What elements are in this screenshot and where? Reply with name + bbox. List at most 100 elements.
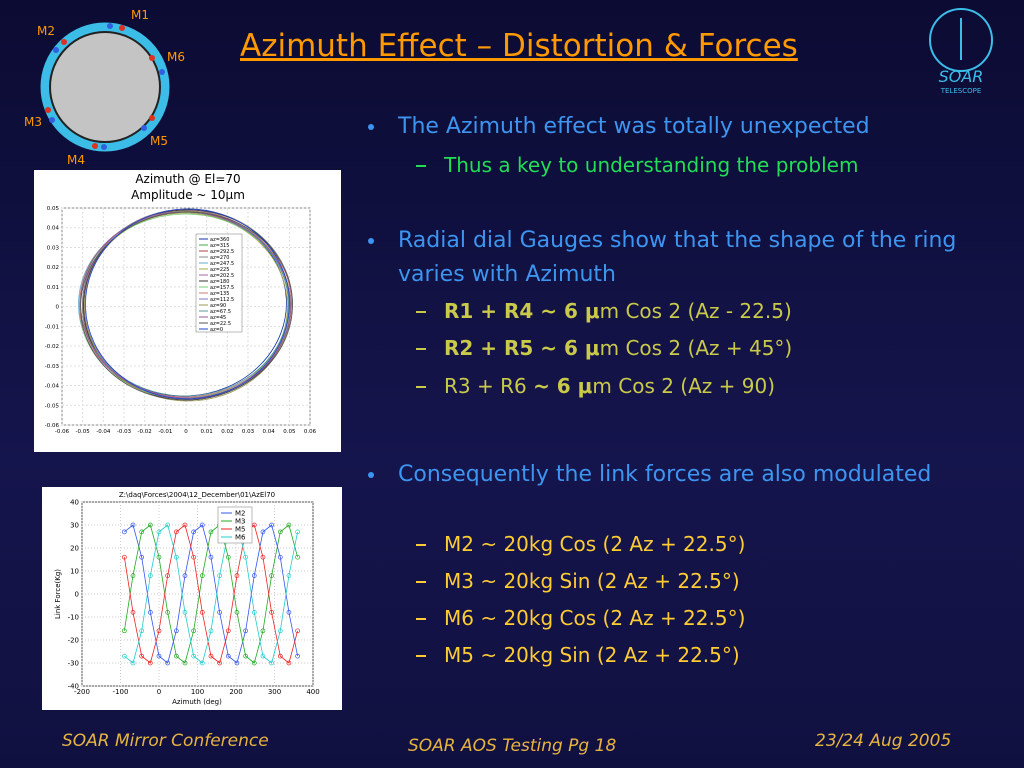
legend-box — [195, 233, 243, 333]
label: M5 — [150, 134, 168, 148]
segment: M2 ~ 20kg Cos (2 Az + 22.5°) — [444, 532, 746, 556]
footer-right: 23/24 Aug 2005 — [815, 731, 952, 751]
point — [269, 660, 274, 666]
legend-entry: az=45 — [210, 315, 226, 321]
point — [191, 529, 196, 535]
point — [147, 522, 153, 528]
point — [130, 660, 136, 666]
x-tick-label: 0.05 — [283, 429, 296, 435]
bullet: Radial dial Gauges show that the shape o… — [368, 224, 988, 292]
point — [165, 660, 171, 666]
y-tick-label: -0.06 — [45, 423, 60, 429]
x-tick-label: 200 — [229, 688, 242, 696]
x-tick-label: -200 — [74, 688, 90, 696]
sub-bullet: R1 + R4 ~ 6 μm Cos 2 (Az - 22.5) — [416, 296, 1004, 326]
bullet-dot — [368, 472, 374, 478]
x-tick-label: -0.05 — [76, 429, 91, 435]
point — [286, 610, 292, 615]
x-tick-label: -0.04 — [96, 429, 111, 435]
point — [121, 653, 127, 659]
segment: m Cos 2 (Az + 45°) — [599, 336, 793, 360]
x-tick-label: 300 — [268, 688, 281, 696]
point — [156, 554, 162, 560]
point — [225, 628, 231, 634]
legend-entry: az=135 — [210, 291, 229, 297]
point — [147, 610, 153, 615]
sub-dash — [416, 618, 426, 620]
force-ylabel: Link Force(Kg) — [54, 569, 62, 619]
legend-entry: az=157.5 — [210, 285, 234, 291]
bullet: Consequently the link forces are also mo… — [368, 458, 988, 492]
point — [191, 554, 196, 560]
point — [130, 573, 136, 578]
label: M4 — [67, 153, 85, 167]
sub-bullet: M2 ~ 20kg Cos (2 Az + 22.5°) — [416, 529, 1004, 559]
legend-entry: M5 — [235, 526, 246, 534]
slide-title: Azimuth Effect – Distortion & Forces — [240, 28, 798, 64]
sub-dash — [416, 311, 426, 313]
bullet-dot — [368, 238, 374, 244]
point — [269, 610, 274, 615]
x-tick-label: -0.02 — [138, 429, 152, 435]
segment: ~ 6 μ — [533, 374, 593, 398]
point — [191, 628, 196, 634]
legend-entry: az=67.5 — [210, 309, 231, 315]
x-tick-label: -0.03 — [117, 429, 132, 435]
point — [156, 653, 162, 659]
point — [234, 573, 240, 578]
point — [277, 529, 283, 535]
sub-bullet: M6 ~ 20kg Cos (2 Az + 22.5°) — [416, 603, 1004, 633]
point — [130, 522, 136, 528]
point — [286, 573, 292, 578]
sub-bullet: M3 ~ 20kg Sin (2 Az + 22.5°) — [416, 566, 1004, 596]
point — [182, 610, 188, 615]
sub-dash — [416, 348, 426, 350]
x-tick-label: -100 — [113, 688, 129, 696]
mirror — [49, 31, 161, 143]
ring-title: Azimuth @ El=70 — [135, 172, 240, 186]
point — [217, 660, 222, 666]
y-tick-label: 30 — [70, 522, 79, 530]
point — [277, 554, 283, 560]
legend-entry: az=270 — [210, 255, 229, 261]
series-line — [123, 524, 298, 664]
legend-entry: az=292.5 — [210, 249, 234, 255]
y-tick-label: -0.03 — [45, 364, 60, 370]
legend-entry: M6 — [235, 534, 246, 542]
point — [217, 573, 222, 578]
legend-entry: az=225 — [210, 267, 229, 273]
legend-entry: az=360 — [210, 237, 229, 243]
point — [295, 554, 300, 560]
point — [165, 522, 171, 528]
y-tick-label: 0.05 — [47, 206, 60, 212]
segment: m Cos 2 (Az - 22.5) — [599, 299, 792, 323]
ring-outline — [85, 208, 290, 400]
point — [295, 529, 300, 535]
bullet: The Azimuth effect was totally unexpecte… — [368, 110, 988, 144]
point — [286, 522, 292, 528]
y-tick-label: 0.03 — [47, 245, 60, 251]
point — [121, 529, 127, 535]
x-tick-label: -0.06 — [55, 429, 70, 435]
legend-entry: az=180 — [210, 279, 229, 285]
logo: SOAR TELESCOPE — [929, 8, 993, 95]
force-title: Z:\daq\Forces\2004\12_December\01\AzEl70 — [119, 491, 275, 499]
label: M2 — [37, 24, 55, 38]
x-tick-label: 0.04 — [263, 429, 276, 435]
point — [156, 529, 162, 535]
legend-entry: az=0 — [210, 327, 223, 333]
ring-outline — [80, 211, 293, 401]
legend-entry: M2 — [235, 510, 246, 518]
point — [199, 660, 205, 666]
point — [234, 610, 240, 615]
point — [199, 573, 205, 578]
sub-bullet: R2 + R5 ~ 6 μm Cos 2 (Az + 45°) — [416, 333, 1004, 363]
sub-dash — [416, 581, 426, 583]
point — [173, 554, 179, 560]
legend-entry: az=315 — [210, 243, 229, 249]
force-chart-bg — [42, 487, 342, 710]
sub-bullet: Thus a key to understanding the problem — [416, 150, 1004, 180]
point — [139, 529, 145, 535]
sub-dash — [416, 165, 426, 167]
